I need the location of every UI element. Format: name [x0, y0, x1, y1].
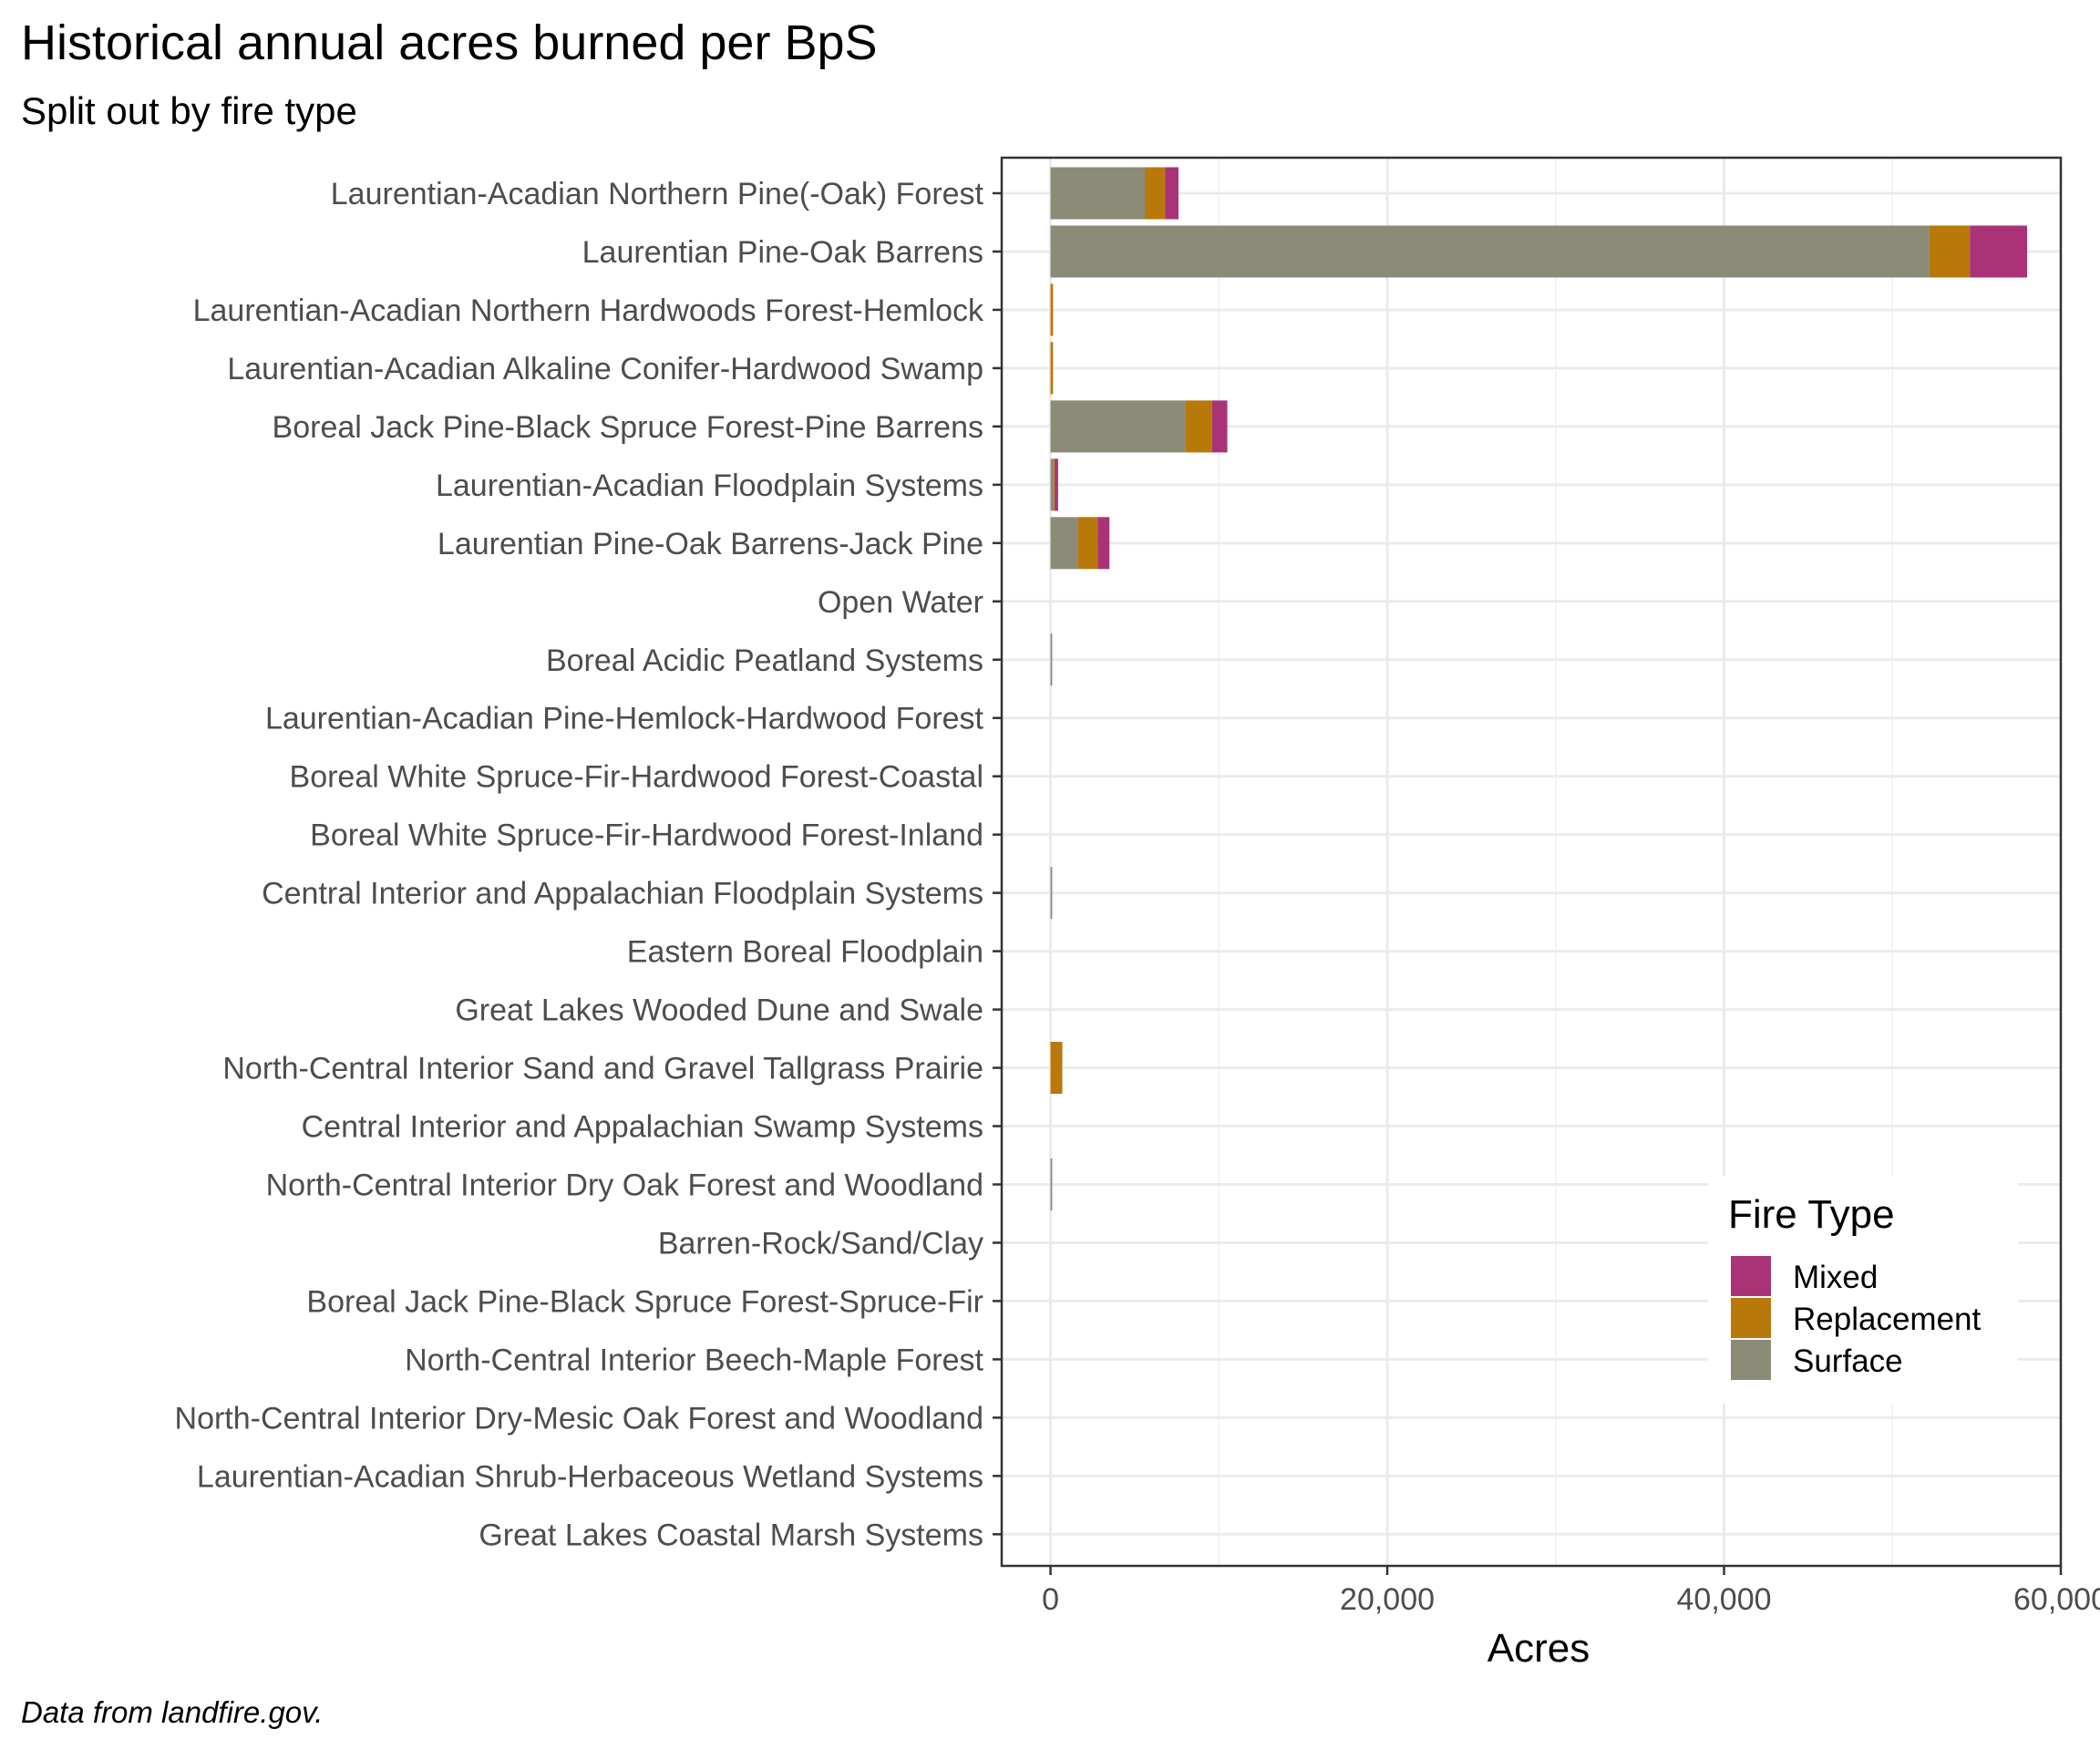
y-tick-label: Laurentian Pine-Oak Barrens-Jack Pine [438, 527, 983, 561]
legend-swatch-replacement [1729, 1296, 1773, 1340]
y-tick-label: North-Central Interior Beech-Maple Fores… [405, 1343, 983, 1377]
y-tick-label: Laurentian-Acadian Alkaline Conifer-Hard… [227, 352, 983, 386]
legend-title: Fire Type [1728, 1192, 1895, 1237]
bars [1050, 167, 2028, 1210]
bar-replacement [1050, 1042, 1063, 1095]
y-tick-label: Boreal Jack Pine-Black Spruce Forest-Pin… [273, 410, 983, 445]
y-tick-label: North-Central Interior Dry Oak Forest an… [266, 1168, 983, 1202]
bar-surface [1050, 225, 1930, 278]
legend-label-surface: Surface [1793, 1343, 1903, 1379]
y-tick-label: Great Lakes Coastal Marsh Systems [479, 1518, 983, 1552]
chart-title: Historical annual acres burned per BpS [21, 15, 878, 70]
y-tick-label: Laurentian-Acadian Floodplain Systems [436, 468, 983, 503]
y-tick-label: Central Interior and Appalachian Swamp S… [302, 1110, 983, 1145]
bar-mixed [1970, 225, 2028, 278]
y-tick-label: Boreal Jack Pine-Black Spruce Forest-Spr… [306, 1284, 983, 1319]
legend-label-replacement: Replacement [1793, 1302, 1981, 1337]
y-tick-label: Eastern Boreal Floodplain [627, 935, 983, 970]
bar-replacement [1050, 283, 1054, 336]
y-tick-label: Laurentian-Acadian Northern Pine(-Oak) F… [331, 177, 984, 211]
bar-surface [1050, 633, 1053, 686]
bar-mixed [1211, 400, 1228, 453]
bar-surface [1050, 458, 1055, 511]
y-tick-label: Central Interior and Appalachian Floodpl… [262, 877, 983, 911]
y-tick-label: Laurentian-Acadian Shrub-Herbaceous Wetl… [197, 1459, 983, 1494]
y-tick-label: Boreal White Spruce-Fir-Hardwood Forest-… [310, 818, 983, 853]
bar-replacement [1050, 342, 1054, 395]
legend: Fire Type Mixed Replacement Surface [1708, 1176, 2018, 1404]
x-tick-label: 40,000 [1677, 1582, 1772, 1617]
y-tick-label: Great Lakes Wooded Dune and Swale [455, 993, 983, 1028]
bar-mixed [1097, 517, 1110, 570]
y-tick-label: Laurentian-Acadian Northern Hardwoods Fo… [193, 293, 984, 328]
y-tick-label: North-Central Interior Sand and Gravel T… [222, 1052, 983, 1086]
x-axis-label: Acres [1488, 1626, 1590, 1671]
bar-replacement [1185, 400, 1212, 453]
bar-replacement [1054, 458, 1055, 511]
bar-replacement [1145, 167, 1166, 220]
gridlines [1002, 158, 2063, 1566]
legend-label-mixed: Mixed [1793, 1260, 1878, 1295]
bar-surface [1050, 1158, 1053, 1210]
bar-mixed [1055, 458, 1058, 511]
y-tick-label: Open Water [818, 585, 983, 620]
y-tick-label: Laurentian-Acadian Pine-Hemlock-Hardwood… [265, 702, 984, 736]
bar-surface [1050, 167, 1146, 220]
y-tick-label: North-Central Interior Dry-Mesic Oak For… [175, 1401, 983, 1436]
y-tick-label: Laurentian Pine-Oak Barrens [582, 235, 983, 270]
x-tick-label: 60,000 [2013, 1582, 2100, 1617]
legend-swatch-surface [1729, 1338, 1773, 1382]
legend-swatch-mixed [1729, 1254, 1773, 1298]
legend-items: Mixed Replacement Surface [1729, 1254, 1981, 1382]
bar-mixed [1165, 167, 1179, 220]
y-tick-label: Barren-Rock/Sand/Clay [658, 1226, 983, 1261]
x-tick-label: 20,000 [1340, 1582, 1435, 1617]
y-tick-label: Boreal White Spruce-Fir-Hardwood Forest-… [290, 760, 983, 795]
bar-replacement [1929, 225, 1971, 278]
x-tick-label: 0 [1042, 1582, 1059, 1617]
axes: Laurentian-Acadian Northern Pine(-Oak) F… [175, 156, 2100, 1617]
bar-surface [1050, 400, 1186, 453]
bar-replacement [1077, 517, 1098, 570]
bar-surface [1050, 517, 1078, 570]
y-tick-label: Boreal Acidic Peatland Systems [546, 643, 983, 678]
bar-surface [1050, 867, 1053, 920]
chart-caption: Data from landfire.gov. [21, 1695, 323, 1729]
chart-subtitle: Split out by fire type [21, 89, 357, 132]
panel-border [1000, 156, 2063, 1568]
